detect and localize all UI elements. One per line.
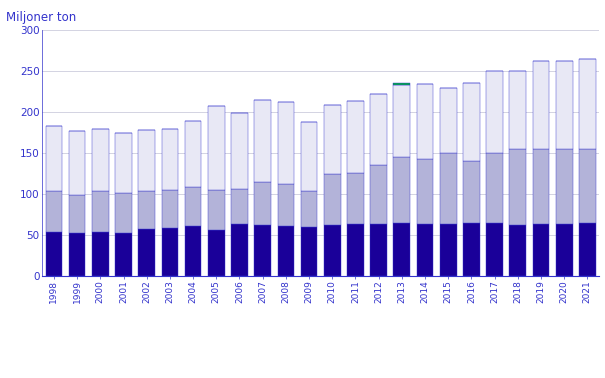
Bar	[278, 102, 294, 184]
Bar	[532, 61, 549, 149]
Bar	[139, 229, 155, 276]
Bar	[486, 71, 503, 153]
Bar	[301, 122, 318, 191]
Bar	[115, 133, 132, 193]
Bar	[208, 105, 224, 190]
Bar	[556, 149, 572, 224]
Bar	[532, 149, 549, 223]
Bar	[440, 224, 457, 276]
Bar	[208, 190, 224, 230]
Bar	[370, 166, 387, 224]
Bar	[556, 61, 572, 149]
Bar	[45, 232, 62, 276]
Bar	[579, 149, 596, 223]
Bar	[301, 191, 318, 227]
Bar	[92, 191, 109, 232]
Bar	[162, 228, 178, 276]
Bar	[440, 153, 457, 224]
Bar	[509, 149, 526, 225]
Bar	[393, 85, 410, 157]
Bar	[532, 223, 549, 276]
Bar	[115, 193, 132, 232]
Bar	[231, 113, 248, 189]
Bar	[393, 83, 410, 85]
Bar	[92, 232, 109, 276]
Bar	[370, 94, 387, 166]
Bar	[185, 226, 201, 276]
Bar	[208, 230, 224, 276]
Bar	[347, 224, 364, 276]
Bar	[463, 83, 480, 161]
Bar	[254, 100, 271, 182]
Bar	[45, 126, 62, 191]
Bar	[185, 187, 201, 226]
Bar	[115, 232, 132, 276]
Bar	[69, 195, 85, 233]
Bar	[417, 223, 433, 276]
Bar	[69, 233, 85, 276]
Text: Miljoner ton: Miljoner ton	[6, 11, 76, 24]
Bar	[139, 191, 155, 229]
Bar	[162, 129, 178, 190]
Bar	[139, 130, 155, 191]
Bar	[347, 102, 364, 173]
Bar	[92, 129, 109, 191]
Bar	[417, 159, 433, 223]
Bar	[556, 224, 572, 276]
Bar	[393, 157, 410, 223]
Bar	[162, 190, 178, 228]
Bar	[579, 223, 596, 276]
Bar	[231, 189, 248, 224]
Bar	[463, 223, 480, 276]
Bar	[185, 121, 201, 187]
Bar	[324, 225, 341, 276]
Bar	[69, 131, 85, 195]
Bar	[486, 223, 503, 276]
Bar	[254, 182, 271, 225]
Bar	[486, 153, 503, 223]
Bar	[579, 59, 596, 149]
Bar	[324, 174, 341, 225]
Bar	[347, 173, 364, 224]
Bar	[231, 224, 248, 276]
Bar	[509, 225, 526, 276]
Bar	[509, 71, 526, 149]
Bar	[254, 225, 271, 276]
Bar	[463, 161, 480, 223]
Bar	[278, 184, 294, 226]
Bar	[370, 224, 387, 276]
Bar	[45, 191, 62, 232]
Bar	[393, 223, 410, 276]
Bar	[440, 88, 457, 153]
Bar	[278, 226, 294, 276]
Bar	[324, 105, 341, 174]
Bar	[301, 227, 318, 276]
Bar	[417, 84, 433, 159]
